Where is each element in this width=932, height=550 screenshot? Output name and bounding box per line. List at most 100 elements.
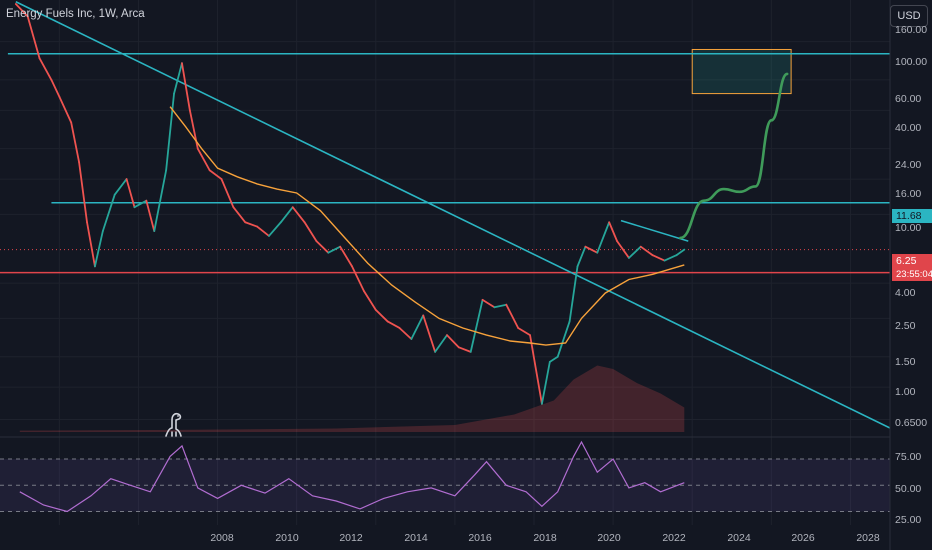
price-segment — [663, 254, 678, 262]
price-segment — [26, 15, 41, 60]
resistance-price-tag: 11.68 — [892, 209, 932, 223]
price-segment — [584, 245, 599, 254]
price-segment — [576, 245, 587, 268]
volume-area — [19, 365, 685, 432]
price-segment — [541, 360, 551, 405]
price-tick: 160.00 — [895, 24, 928, 36]
price-segment — [675, 248, 686, 257]
price-tick: 1.50 — [895, 356, 916, 368]
price-segment — [220, 178, 235, 209]
price-segment — [165, 92, 175, 172]
price-segment — [14, 3, 29, 18]
last-price-tag: 6.25 — [892, 254, 932, 268]
price-tick: 16.00 — [895, 188, 922, 200]
projection-path — [679, 72, 789, 240]
price-segment — [628, 245, 642, 259]
price-segment — [351, 265, 365, 292]
price-segment — [422, 314, 437, 353]
price-segment — [556, 320, 571, 358]
price-segment — [133, 199, 148, 209]
price-segment — [410, 314, 425, 340]
price-segment — [315, 240, 330, 254]
price-segment — [153, 169, 168, 233]
time-tick: 2020 — [597, 532, 621, 544]
price-segment — [505, 303, 520, 329]
time-tick: 2026 — [791, 532, 815, 544]
price-segment — [548, 355, 559, 363]
time-tick: 2010 — [275, 532, 299, 544]
price-segment — [303, 221, 318, 243]
price-tick: 0.6500 — [895, 417, 928, 429]
price-segment — [208, 169, 223, 180]
price-tick: 60.00 — [895, 93, 922, 105]
price-tick: 24.00 — [895, 159, 922, 171]
moving-average-line — [169, 106, 685, 346]
price-segment — [58, 95, 73, 124]
price-segment — [493, 303, 508, 309]
price-segment — [125, 178, 136, 209]
price-segment — [145, 199, 156, 233]
pennant-line — [620, 219, 689, 242]
price-segment — [608, 221, 618, 243]
price-segment — [101, 193, 116, 233]
price-segment — [78, 161, 88, 224]
price-segment — [616, 240, 630, 259]
rsi-band — [0, 459, 890, 512]
time-tick: 2008 — [210, 532, 234, 544]
price-segment — [38, 57, 53, 81]
price-tick: 1.00 — [895, 386, 916, 398]
price-segment — [446, 334, 460, 349]
price-segment — [279, 206, 294, 224]
price-tick: 10.00 — [895, 222, 922, 234]
price-segment — [181, 62, 191, 112]
price-segment — [651, 254, 666, 262]
price-segment — [188, 109, 199, 150]
time-tick: 2024 — [727, 532, 751, 544]
chart-series — [14, 3, 789, 513]
rsi-tick: 75.00 — [895, 451, 922, 463]
time-tick: 2012 — [339, 532, 363, 544]
price-segment — [568, 265, 579, 323]
bar-countdown: 23:55:04 — [892, 267, 932, 281]
price-segment — [94, 230, 104, 268]
price-segment — [244, 221, 259, 228]
price-segment — [339, 245, 353, 268]
chart-title: Energy Fuels Inc, 1W, Arca — [6, 8, 145, 20]
chart-grid — [0, 0, 890, 525]
time-tick: 2014 — [404, 532, 428, 544]
price-segment — [374, 308, 389, 323]
price-tick: 4.00 — [895, 287, 916, 299]
chart-drawings — [0, 1, 891, 513]
price-segment — [398, 327, 413, 340]
price-segment — [469, 298, 484, 353]
price-segment — [50, 79, 61, 98]
time-tick: 2016 — [468, 532, 492, 544]
price-segment — [434, 334, 448, 353]
price-tick: 40.00 — [895, 122, 922, 134]
price-segment — [232, 206, 247, 224]
price-segment — [386, 320, 401, 329]
price-tick: 100.00 — [895, 56, 928, 68]
price-segment — [363, 290, 377, 311]
price-segment — [529, 334, 543, 405]
downtrend-line — [15, 1, 891, 429]
price-segment — [327, 245, 342, 254]
target-box — [691, 48, 792, 95]
price-segment — [196, 147, 211, 172]
price-segment — [639, 245, 654, 257]
time-tick: 2018 — [533, 532, 557, 544]
price-segment — [256, 225, 270, 237]
dinosaur-logo-icon — [165, 412, 182, 437]
time-tick: 2022 — [662, 532, 686, 544]
price-segment — [596, 221, 611, 254]
price-tick: 2.50 — [895, 320, 916, 332]
price-segment — [113, 178, 128, 196]
price-segment — [173, 62, 183, 95]
price-segment — [457, 346, 472, 353]
rsi-tick: 25.00 — [895, 514, 922, 526]
price-segment — [268, 221, 282, 237]
currency-button[interactable]: USD — [890, 5, 928, 27]
price-segment — [481, 298, 496, 309]
rsi-tick: 50.00 — [895, 483, 922, 495]
